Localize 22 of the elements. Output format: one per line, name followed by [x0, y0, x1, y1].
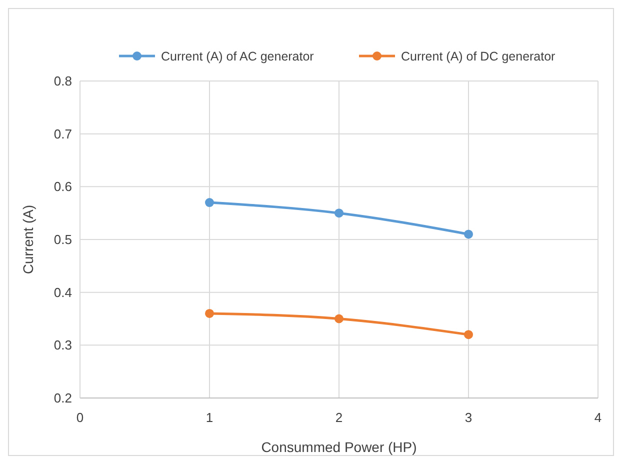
point — [464, 330, 473, 340]
point — [205, 198, 214, 208]
y-axis-title: Current (A) — [20, 204, 36, 274]
legend-label: Current (A) of AC generator — [161, 49, 314, 64]
y-tick-label: 0.5 — [54, 232, 72, 248]
x-tick-label: 2 — [335, 410, 343, 425]
y-tick-label: 0.7 — [54, 126, 72, 142]
y-tick-label: 0.8 — [54, 74, 72, 89]
point — [464, 230, 473, 239]
point — [205, 308, 214, 318]
x-tick-label: 1 — [206, 410, 214, 425]
point — [334, 208, 344, 218]
x-tick-label: 3 — [464, 410, 472, 425]
y-tick-label: 0.4 — [54, 284, 72, 300]
x-tick-label: 4 — [594, 410, 602, 425]
point — [334, 314, 344, 324]
y-tick-label: 0.3 — [54, 338, 72, 353]
x-tick-label: 0 — [76, 410, 84, 425]
y-tick-label: 0.2 — [54, 390, 72, 406]
y-tick-label: 0.6 — [54, 179, 72, 194]
legend-label: Current (A) of DC generator — [401, 49, 556, 64]
x-axis-title: Consummed Power (HP) — [261, 439, 417, 455]
